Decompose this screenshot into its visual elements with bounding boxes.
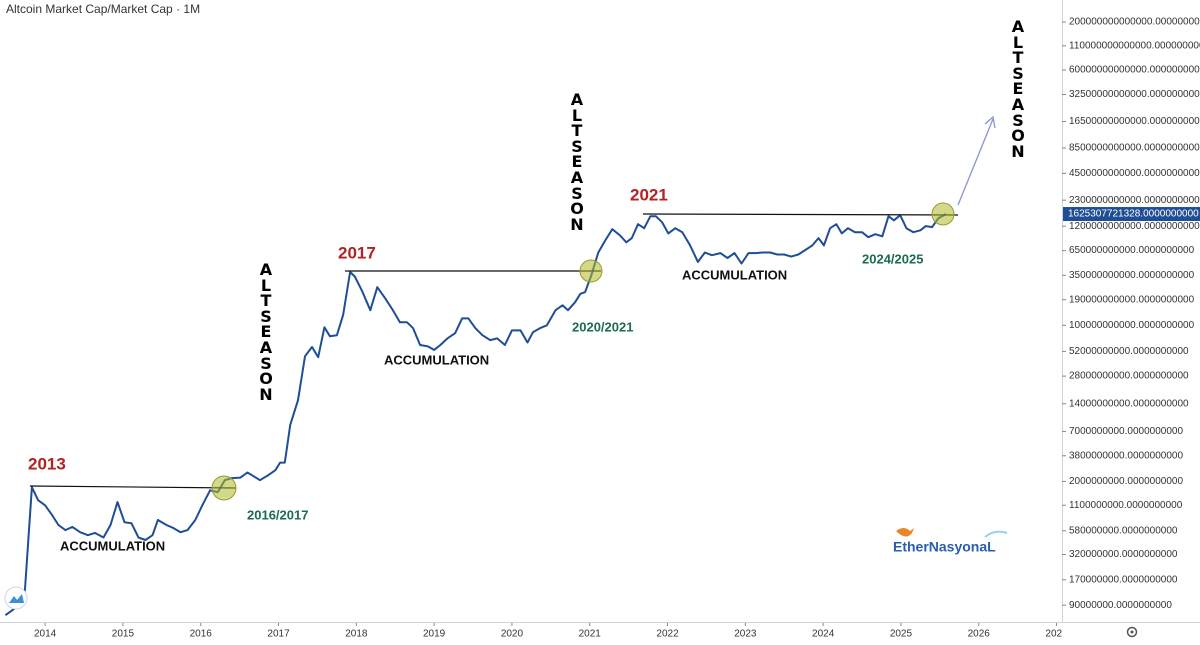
y-tick-label: 8500000000000.0000000000 [1069, 143, 1200, 154]
x-tick-label: 2027 [1045, 629, 1068, 640]
settings-button[interactable] [1126, 626, 1138, 638]
breakout-circle [931, 202, 955, 226]
accumulation-label: ACCUMULATION [60, 538, 165, 553]
x-tick-label: 2020 [501, 629, 524, 640]
y-tick-label: 28000000000.0000000000 [1069, 371, 1189, 382]
x-tick-label: 2014 [34, 629, 57, 640]
x-tick-label: 2015 [112, 629, 135, 640]
y-tick-label: 7000000000.0000000000 [1069, 426, 1183, 437]
logo [4, 586, 28, 610]
settings-icon-center [1130, 630, 1134, 634]
watermark: EtherNasyonaL [893, 539, 996, 555]
y-tick-label: 14000000000.0000000000 [1069, 398, 1189, 409]
peak-label: 2013 [28, 454, 66, 473]
altseason-label: ALTSEASON [259, 260, 273, 404]
breakout-circle [211, 475, 237, 501]
price-line [4, 213, 947, 617]
y-tick-label: 32500000000000.0000000000 [1069, 89, 1200, 100]
y-tick-label: 90000000.0000000000 [1069, 600, 1172, 611]
y-tick-label: 1200000000000.0000000000 [1069, 221, 1200, 232]
x-tick-label: 2016 [190, 629, 213, 640]
chart-title: Altcoin Market Cap/Market Cap · 1M [6, 2, 200, 16]
y-tick-label: 110000000000000.0000000000 [1069, 40, 1200, 51]
x-tick-label: 2026 [968, 629, 991, 640]
breakout-circle [579, 259, 603, 283]
y-tick-label: 650000000000.0000000000 [1069, 245, 1195, 256]
x-tick-label: 2017 [267, 629, 290, 640]
y-tick-label: 350000000000.0000000000 [1069, 270, 1195, 281]
y-tick-label: 580000000.0000000000 [1069, 525, 1178, 536]
projection-arrow [957, 118, 994, 206]
breakout-label: 2016/2017 [247, 507, 308, 522]
x-tick-label: 2021 [579, 629, 602, 640]
x-tick-label: 2018 [345, 629, 368, 640]
peak-label: 2017 [338, 243, 376, 262]
altseason-label: ALTSEASON [570, 90, 584, 234]
peak-label: 2021 [630, 185, 668, 204]
y-tick-label: 190000000000.0000000000 [1069, 294, 1195, 305]
y-tick-label: 60000000000000.0000000000 [1069, 65, 1200, 76]
settings-icon[interactable] [1126, 626, 1138, 638]
y-tick-label: 3800000000.0000000000 [1069, 450, 1183, 461]
arrow-head [984, 115, 996, 129]
x-tick-label: 2025 [890, 629, 913, 640]
plot-area: 2014 2015 2016 2017 2018 2019 2020 2021 2022 2023… [4, 185, 1068, 640]
accumulation-label: ACCUMULATION [384, 352, 489, 367]
watermark-wave [984, 530, 1008, 538]
y-tick-label: 170000000.0000000000 [1069, 574, 1178, 585]
x-tick-label: 2019 [423, 629, 446, 640]
watermark-bird [896, 528, 914, 537]
last-value-tag [1063, 207, 1200, 222]
y-tick-label: 100000000000.0000000000 [1069, 320, 1195, 331]
resistance-line [642, 213, 959, 216]
x-tick-label: 2023 [734, 629, 757, 640]
breakout-label: 2020/2021 [572, 319, 633, 334]
x-tick-label: 2022 [656, 629, 679, 640]
accumulation-label: ACCUMULATION [682, 267, 787, 282]
y-tick-label: 2000000000.0000000000 [1069, 476, 1183, 487]
price-axis-panel [1062, 0, 1200, 645]
x-tick-label: 2024 [812, 629, 835, 640]
y-tick-label: 1100000000.0000000000 [1069, 500, 1183, 511]
y-tick-label: 2300000000000.0000000000 [1069, 195, 1200, 206]
y-tick-label: 200000000000000.0000000000 [1069, 17, 1200, 28]
altseason-label: ALTSEASON [1011, 17, 1025, 161]
y-tick-label: 320000000.0000000000 [1069, 549, 1178, 560]
y-tick-label: 16500000000000.0000000000 [1069, 116, 1200, 127]
resistance-line [29, 485, 237, 489]
axes: 90000000.0000000000 170000000.0000000000 3… [1062, 17, 1200, 611]
y-tick-label: 52000000000.0000000000 [1069, 346, 1189, 357]
last-value-label: 1625307721328.0000000000 [1068, 209, 1199, 220]
y-tick-label: 4500000000000.0000000000 [1069, 168, 1200, 179]
logo-mark [9, 594, 24, 603]
breakout-label: 2024/2025 [862, 251, 923, 266]
